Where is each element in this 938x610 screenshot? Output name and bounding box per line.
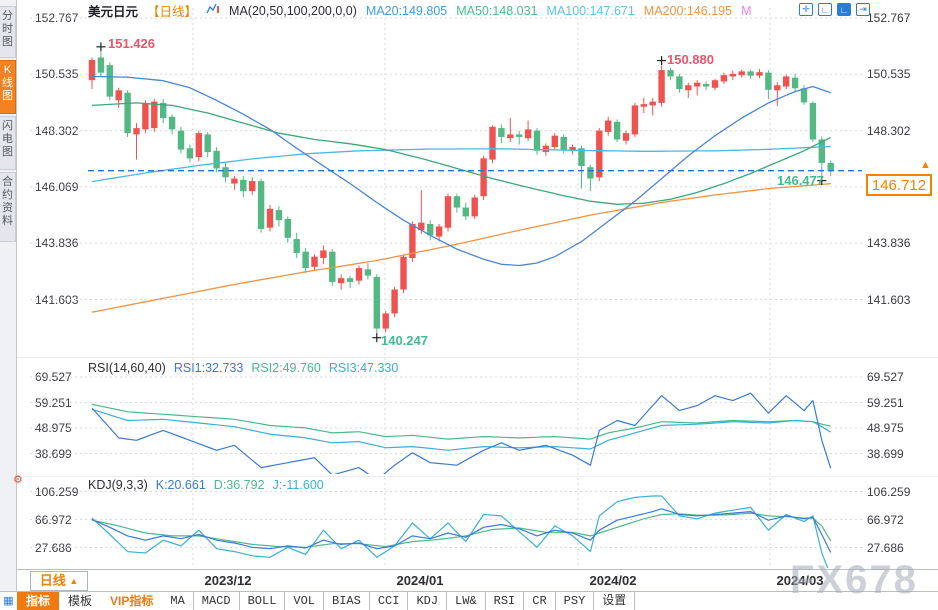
- tab-设置[interactable]: 设置: [594, 592, 636, 610]
- main-chart-legend: 美元日元 【日线】 MA(20,50,100,200,0,0) MA20:149.80…: [88, 1, 751, 20]
- price-axis-label: 150.535: [867, 67, 911, 82]
- time-axis-label: 2024/01: [396, 573, 444, 588]
- legend-item: D:36.792: [213, 478, 265, 492]
- tab-模板[interactable]: 模板: [68, 594, 93, 608]
- indicator-list-icon[interactable]: ▦: [3, 595, 14, 607]
- tab-CCI[interactable]: CCI: [370, 592, 409, 610]
- price-axis-label: 152.767: [867, 11, 911, 25]
- interval-arrow-icon: ▲: [69, 576, 79, 586]
- legend-item: RSI2:49.760: [251, 361, 321, 375]
- price-axis-label: 66.972: [867, 512, 904, 527]
- panel-separator: [0, 357, 938, 358]
- legend-item: 【日线】: [147, 5, 198, 19]
- sidebar-item-1[interactable]: 分时图: [0, 6, 16, 58]
- rsi-legend: RSI(14,60,40) RSI1:32.733 RSI2:49.760 RSI3:…: [88, 361, 398, 375]
- current-price-tag: 146.712: [866, 174, 932, 196]
- interval-selector[interactable]: 日线 ▲: [30, 571, 88, 591]
- legend-item: MA20:149.805: [365, 3, 448, 18]
- tab-MACD[interactable]: MACD: [194, 592, 240, 610]
- price-axis-label: 143.836: [867, 236, 911, 251]
- tab-RSI[interactable]: RSI: [486, 592, 525, 610]
- indicator-settings-gear-icon[interactable]: ⚙: [13, 474, 23, 486]
- axis-scale-lock-icon[interactable]: ∟: [837, 3, 851, 16]
- legend-item: M: [741, 3, 752, 18]
- indicator-tab-bar: ▦ 指标 模板 VIP指标 MA MACD BOLL VOL BIAS CCI KDJ LW& RSI C…: [0, 591, 938, 610]
- annotation-swing-low-2: 146.477: [777, 173, 824, 188]
- legend-item: RSI1:32.733: [173, 361, 244, 375]
- legend-item: MA100:147.671: [546, 3, 635, 18]
- annotation-swing-high-2: 150.880: [667, 52, 714, 67]
- legend-item: K:20.661: [155, 478, 206, 492]
- time-axis-label: 2024/02: [589, 573, 637, 588]
- scroll-to-latest-icon[interactable]: ▲: [920, 159, 931, 171]
- legend-item: RSI3:47.330: [328, 361, 399, 375]
- chart-toolbar: ✛ ∟ ∟ ⇥: [799, 3, 870, 16]
- legend-item: MA50:148.031: [456, 3, 538, 18]
- sidebar-item-2[interactable]: K线图: [0, 60, 16, 114]
- legend-item: J:-11.600: [272, 478, 324, 492]
- time-axis-row: 日线 ▲ 2023/12 2024/01 2024/02 2024/03: [17, 569, 938, 591]
- annotation-swing-low-1: 140.247: [381, 333, 428, 348]
- price-axis-label: 141.603: [867, 292, 911, 307]
- tab-VOL[interactable]: VOL: [285, 592, 325, 610]
- tab-CR[interactable]: CR: [524, 592, 556, 610]
- panel-separator: [0, 476, 938, 477]
- price-axis-label: 27.686: [867, 540, 904, 555]
- legend-item: MA(20,50,100,200,0,0): [229, 3, 357, 18]
- tab-指标[interactable]: 指标: [17, 592, 60, 610]
- ma-chart-icon: [206, 3, 220, 18]
- kdj-legend: KDJ(9,3,3) K:20.661 D:36.792 J:-11.600: [88, 478, 324, 492]
- price-axis-label: 106.259: [867, 484, 911, 499]
- price-axis-label: 66.972: [35, 512, 72, 527]
- legend-item: RSI(14,60,40): [88, 361, 166, 375]
- price-axis-label: 69.527: [35, 370, 72, 384]
- tab-KDJ[interactable]: KDJ: [408, 592, 448, 610]
- price-axis-label: 48.975: [867, 421, 904, 435]
- price-axis-label: 38.699: [35, 446, 72, 461]
- sidebar-item-4[interactable]: 合约资料: [0, 172, 16, 242]
- tab-BIAS[interactable]: BIAS: [324, 592, 370, 610]
- collapse-panel-icon[interactable]: ⇥: [856, 3, 870, 16]
- price-axis-label: 69.527: [867, 370, 904, 384]
- price-axis-label: 48.975: [35, 421, 72, 435]
- axis-zoom-icon[interactable]: ∟: [818, 3, 832, 16]
- tab-LW&[interactable]: LW&: [447, 592, 486, 610]
- sidebar-item-3[interactable]: 闪电图: [0, 116, 16, 170]
- annotation-swing-high-1: 151.426: [108, 36, 155, 51]
- legend-item: 美元日元: [88, 5, 139, 19]
- price-axis-label: 27.686: [35, 540, 72, 555]
- tab-BOLL[interactable]: BOLL: [240, 592, 286, 610]
- tab-PSY[interactable]: PSY: [556, 592, 595, 610]
- price-axis-label: 148.302: [867, 123, 911, 138]
- tab-VIP指标[interactable]: VIP指标: [110, 594, 154, 608]
- tab-MA[interactable]: MA: [162, 592, 194, 610]
- interval-label: 日线: [39, 573, 66, 588]
- legend-item: MA200:146.195: [643, 3, 733, 18]
- legend-item: KDJ(9,3,3): [88, 478, 148, 492]
- pan-tool-icon[interactable]: ✛: [799, 3, 813, 16]
- time-axis-label: 2023/12: [204, 573, 252, 588]
- price-axis-label: 38.699: [867, 446, 904, 461]
- time-axis-label: 2024/03: [776, 573, 824, 588]
- price-axis-label: 59.251: [867, 395, 904, 410]
- chart-type-sidebar: 分时图 K线图闪电图合约资料: [0, 0, 17, 592]
- price-axis-label: 59.251: [35, 395, 72, 410]
